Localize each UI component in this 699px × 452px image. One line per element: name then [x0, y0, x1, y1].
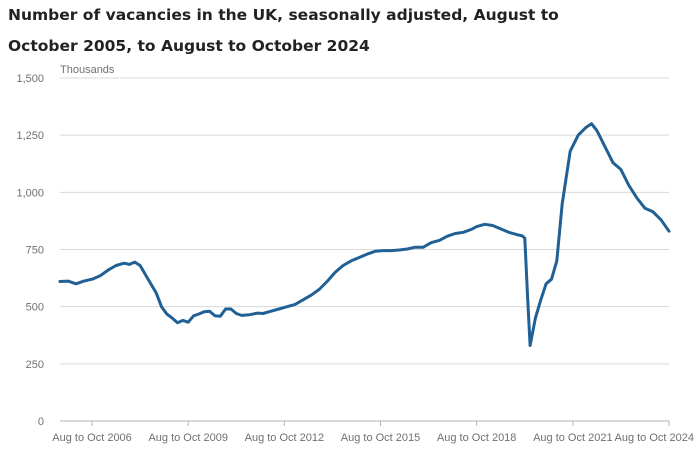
gridlines	[60, 77, 669, 365]
y-tick-label: 1,000	[16, 187, 44, 199]
y-tick-label: 250	[26, 359, 44, 371]
series-layer	[58, 122, 671, 347]
x-tick-label: Aug to Oct 2021	[533, 432, 613, 444]
y-tick-label: 750	[26, 245, 44, 257]
x-tick-label: Aug to Oct 2018	[437, 432, 517, 444]
x-tick-label: Aug to Oct 2024	[615, 432, 695, 444]
y-tick-label: 1,500	[16, 73, 44, 85]
vacancies-series-line	[58, 122, 671, 347]
y-tick-label: 1,250	[16, 130, 44, 142]
x-tick-label: Aug to Oct 2006	[52, 432, 132, 444]
chart-title: Number of vacancies in the UK, seasonall…	[8, 6, 559, 55]
x-tick-label: Aug to Oct 2009	[148, 432, 228, 444]
y-axis-unit-label: Thousands	[60, 64, 115, 76]
x-tick-label: Aug to Oct 2015	[341, 432, 421, 444]
y-tick-label: 0	[38, 416, 44, 428]
x-tick-label: Aug to Oct 2012	[245, 432, 325, 444]
axes: 0 250 500 750 1,000 1,250 1,500 Aug to Oct 2006…	[16, 73, 694, 444]
y-tick-label: 500	[26, 302, 44, 314]
